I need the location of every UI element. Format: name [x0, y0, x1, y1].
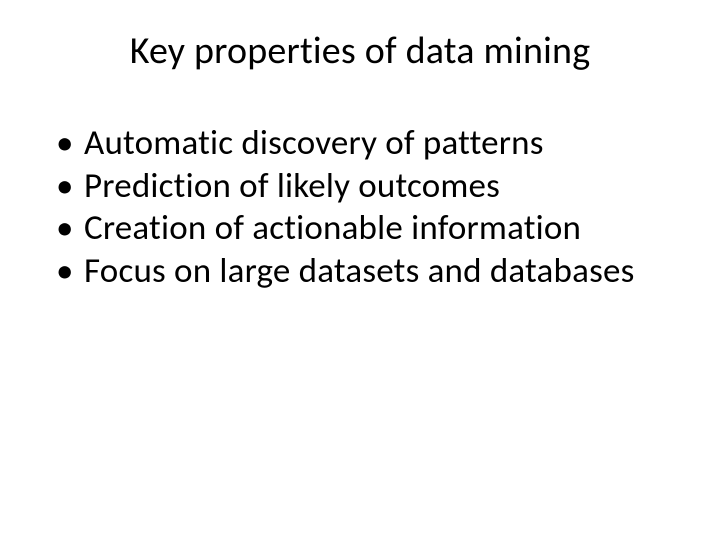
slide-title: Key properties of data mining: [48, 28, 672, 74]
list-item: Prediction of likely outcomes: [54, 165, 672, 208]
list-item: Automatic discovery of patterns: [54, 122, 672, 165]
slide: Key properties of data mining Automatic …: [0, 0, 720, 540]
list-item: Creation of actionable information: [54, 207, 672, 250]
bullet-list: Automatic discovery of patterns Predicti…: [48, 122, 672, 293]
list-item: Focus on large datasets and databases: [54, 250, 672, 293]
